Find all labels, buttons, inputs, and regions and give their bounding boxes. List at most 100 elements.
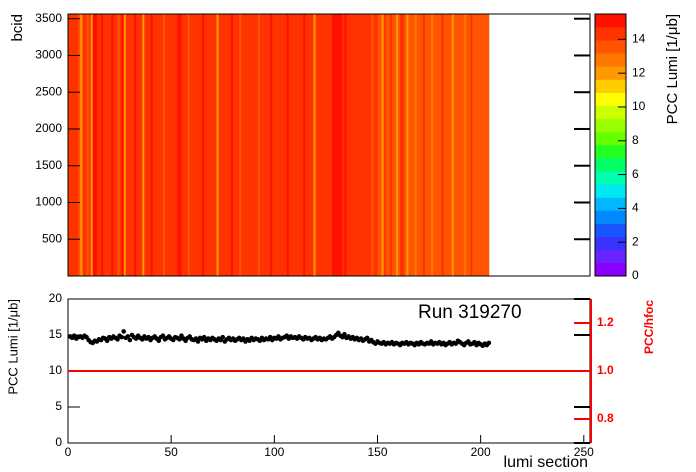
heatmap-cell — [435, 14, 438, 276]
heatmap-cell — [175, 14, 178, 276]
heatmap-cell — [247, 14, 250, 276]
heatmap-cell — [297, 14, 300, 276]
heatmap-cell — [350, 14, 354, 276]
heatmap-cell — [332, 14, 335, 276]
heatmap-cell — [127, 14, 131, 276]
heatmap-cell — [183, 14, 187, 276]
heatmap-cell — [160, 14, 164, 276]
colorbar-band — [595, 171, 626, 185]
y-tick-label: 2500 — [35, 84, 62, 98]
x-tick-label: 100 — [264, 445, 284, 459]
data-point — [125, 334, 131, 339]
heatmap-cell — [280, 14, 283, 276]
heatmap-cell — [129, 14, 133, 276]
heatmap-cell — [319, 14, 323, 276]
heatmap-cell — [115, 14, 118, 276]
data-point — [127, 337, 133, 343]
heatmap-cell — [206, 14, 209, 276]
colorbar-tick-label: 10 — [632, 99, 646, 113]
colorbar-band — [595, 236, 626, 251]
heatmap-cell — [447, 14, 451, 276]
heatmap-cell — [251, 14, 255, 276]
heatmap-cell — [288, 14, 292, 276]
heatmap-cell — [94, 14, 98, 276]
heatmap-cell — [266, 14, 269, 276]
heatmap-cell — [181, 14, 184, 276]
x-tick-label: 0 — [65, 445, 72, 459]
x-tick-label: 50 — [164, 445, 178, 459]
heatmap-cell — [284, 14, 288, 276]
heatmap-cell — [164, 14, 168, 276]
colorbar-band — [595, 118, 626, 133]
heatmap-cell — [78, 14, 81, 276]
heatmap-cell — [193, 14, 197, 276]
colorbar-tick-label: 2 — [632, 234, 639, 248]
heatmap-cell — [245, 14, 248, 276]
colorbar-tick-label: 12 — [632, 65, 646, 79]
heatmap-cell — [404, 14, 407, 276]
heatmap-cell — [210, 14, 213, 276]
heatmap-cell — [152, 14, 156, 276]
y2-tick-label: 1.2 — [597, 315, 614, 329]
heatmap-cell — [427, 14, 430, 276]
heatmap-cell — [113, 14, 116, 276]
heatmap-cell — [416, 14, 420, 276]
colorbar-title: PCC Lumi [1/μb] — [664, 14, 681, 124]
y-tick-label: 3000 — [35, 48, 62, 62]
heatmap-cell — [68, 14, 71, 276]
data-point — [121, 329, 127, 334]
heatmap-cell — [385, 14, 389, 276]
heatmap-cell — [334, 14, 337, 276]
heatmap-cell — [410, 14, 413, 276]
heatmap-cell — [216, 14, 220, 276]
heatmap-cell — [437, 14, 440, 276]
heatmap-cell — [414, 14, 418, 276]
heatmap-cell — [169, 14, 172, 276]
y2-axis-title: PCC/hfoc — [642, 300, 656, 354]
y-axis-title: PCC Lumi [1/μb] — [5, 299, 20, 395]
heatmap-cell — [202, 14, 205, 276]
heatmap-cell — [249, 14, 253, 276]
heatmap-cell — [299, 14, 302, 276]
heatmap-cell — [136, 14, 139, 276]
plot-frame — [67, 13, 591, 277]
heatmap-cell — [90, 14, 94, 276]
heatmap-cell — [348, 14, 352, 276]
heatmap-cell — [340, 14, 343, 276]
x-tick-label: 250 — [574, 445, 594, 459]
colorbar-band — [595, 249, 626, 264]
colorbar-band — [595, 53, 626, 67]
heatmap-cell — [317, 14, 321, 276]
heatmap-cell — [259, 14, 263, 276]
heatmap-cell — [204, 14, 207, 276]
colorbar-band — [595, 158, 626, 172]
heatmap-cell — [470, 14, 473, 276]
heatmap-cell — [286, 14, 290, 276]
heatmap-cell — [218, 14, 222, 276]
heatmap-cell — [86, 14, 90, 276]
heatmap-cell — [307, 14, 310, 276]
heatmap-cell — [476, 14, 479, 276]
colorbar-band — [595, 184, 626, 198]
heatmap-cell — [187, 14, 191, 276]
heatmap-cell — [255, 14, 259, 276]
heatmap-cell — [154, 14, 158, 276]
colorbar-band — [595, 210, 626, 224]
heatmap-cell — [138, 14, 141, 276]
colorbar-frame — [594, 13, 627, 277]
colorbar-band — [595, 131, 626, 146]
heatmap-cell — [290, 14, 294, 276]
heatmap-cell — [305, 14, 308, 276]
heatmap-cell — [398, 14, 401, 276]
heatmap-cell — [88, 14, 92, 276]
heatmap-cell — [200, 14, 203, 276]
heatmap-cell — [177, 14, 180, 276]
heatmap-cell — [292, 14, 296, 276]
y2-tick-label: 0.8 — [597, 411, 614, 425]
heatmap-cell — [363, 14, 366, 276]
heatmap-cell — [457, 14, 461, 276]
heatmap-cell — [346, 14, 350, 276]
heatmap-cell — [468, 14, 471, 276]
heatmap-cell — [268, 14, 271, 276]
y-tick-label: 10 — [49, 363, 63, 377]
